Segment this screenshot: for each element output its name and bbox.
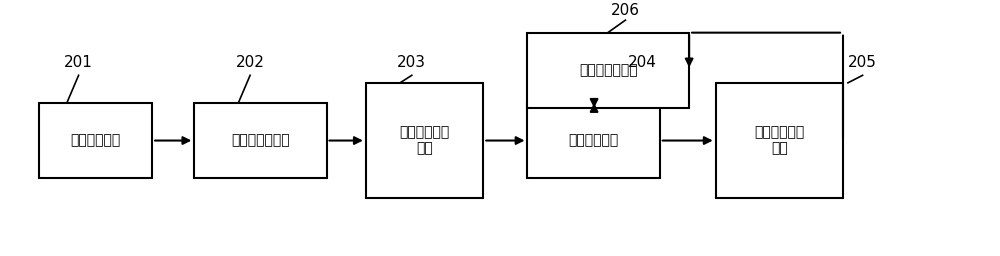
Text: 204: 204 xyxy=(628,55,657,70)
Text: 201: 201 xyxy=(64,55,93,70)
Text: 图像特征提取
模块: 图像特征提取 模块 xyxy=(399,125,450,156)
Text: 205: 205 xyxy=(848,55,877,70)
Bar xyxy=(39,103,152,178)
Text: 202: 202 xyxy=(236,55,265,70)
Text: 图像预处理模块: 图像预处理模块 xyxy=(231,134,290,147)
Text: 206: 206 xyxy=(611,3,640,18)
Text: 样本训练数据库: 样本训练数据库 xyxy=(579,63,638,77)
Text: 缺陷识别模块: 缺陷识别模块 xyxy=(568,134,619,147)
Bar xyxy=(194,103,327,178)
Text: 机器学习反馈
模块: 机器学习反馈 模块 xyxy=(754,125,804,156)
Text: 203: 203 xyxy=(397,55,426,70)
Bar xyxy=(527,103,660,178)
Bar xyxy=(716,83,843,198)
Bar xyxy=(366,83,483,198)
Bar xyxy=(527,33,689,108)
Text: 图像采集模块: 图像采集模块 xyxy=(71,134,121,147)
